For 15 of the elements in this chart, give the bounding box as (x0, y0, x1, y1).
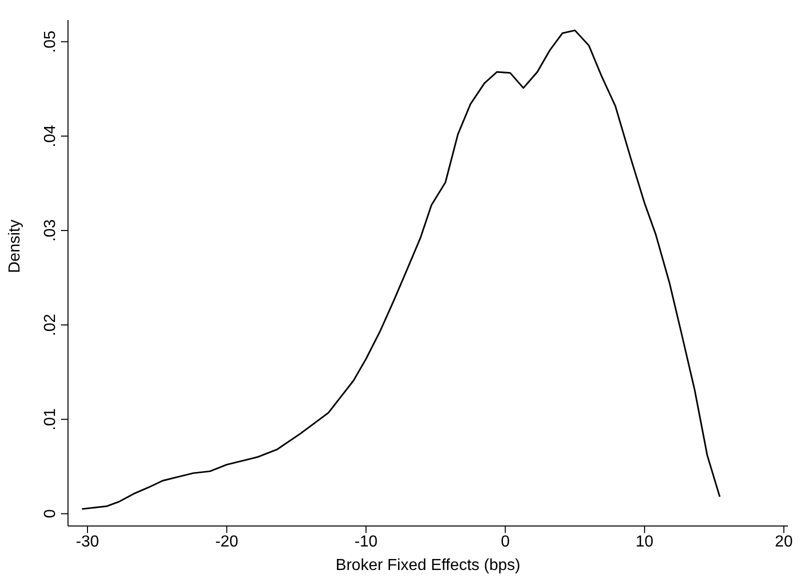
y-tick-label: .05 (42, 30, 59, 53)
y-tick-label: .03 (42, 219, 59, 242)
x-tick-label: 10 (636, 533, 654, 550)
y-axis-title: Density (6, 220, 24, 273)
x-axis-title: Broker Fixed Effects (bps) (336, 557, 520, 574)
y-tick-label: 0 (42, 509, 59, 518)
x-tick-label: 20 (774, 533, 793, 550)
y-tick-label: .01 (42, 408, 59, 430)
x-tick-label: -10 (354, 533, 378, 550)
x-tick-label: -30 (76, 533, 100, 550)
x-tick-label: -20 (215, 533, 238, 550)
y-tick-label: .04 (42, 124, 59, 148)
x-tick-label: 0 (500, 533, 510, 550)
y-tick-label: .02 (42, 314, 59, 336)
line-series (81, 30, 721, 510)
